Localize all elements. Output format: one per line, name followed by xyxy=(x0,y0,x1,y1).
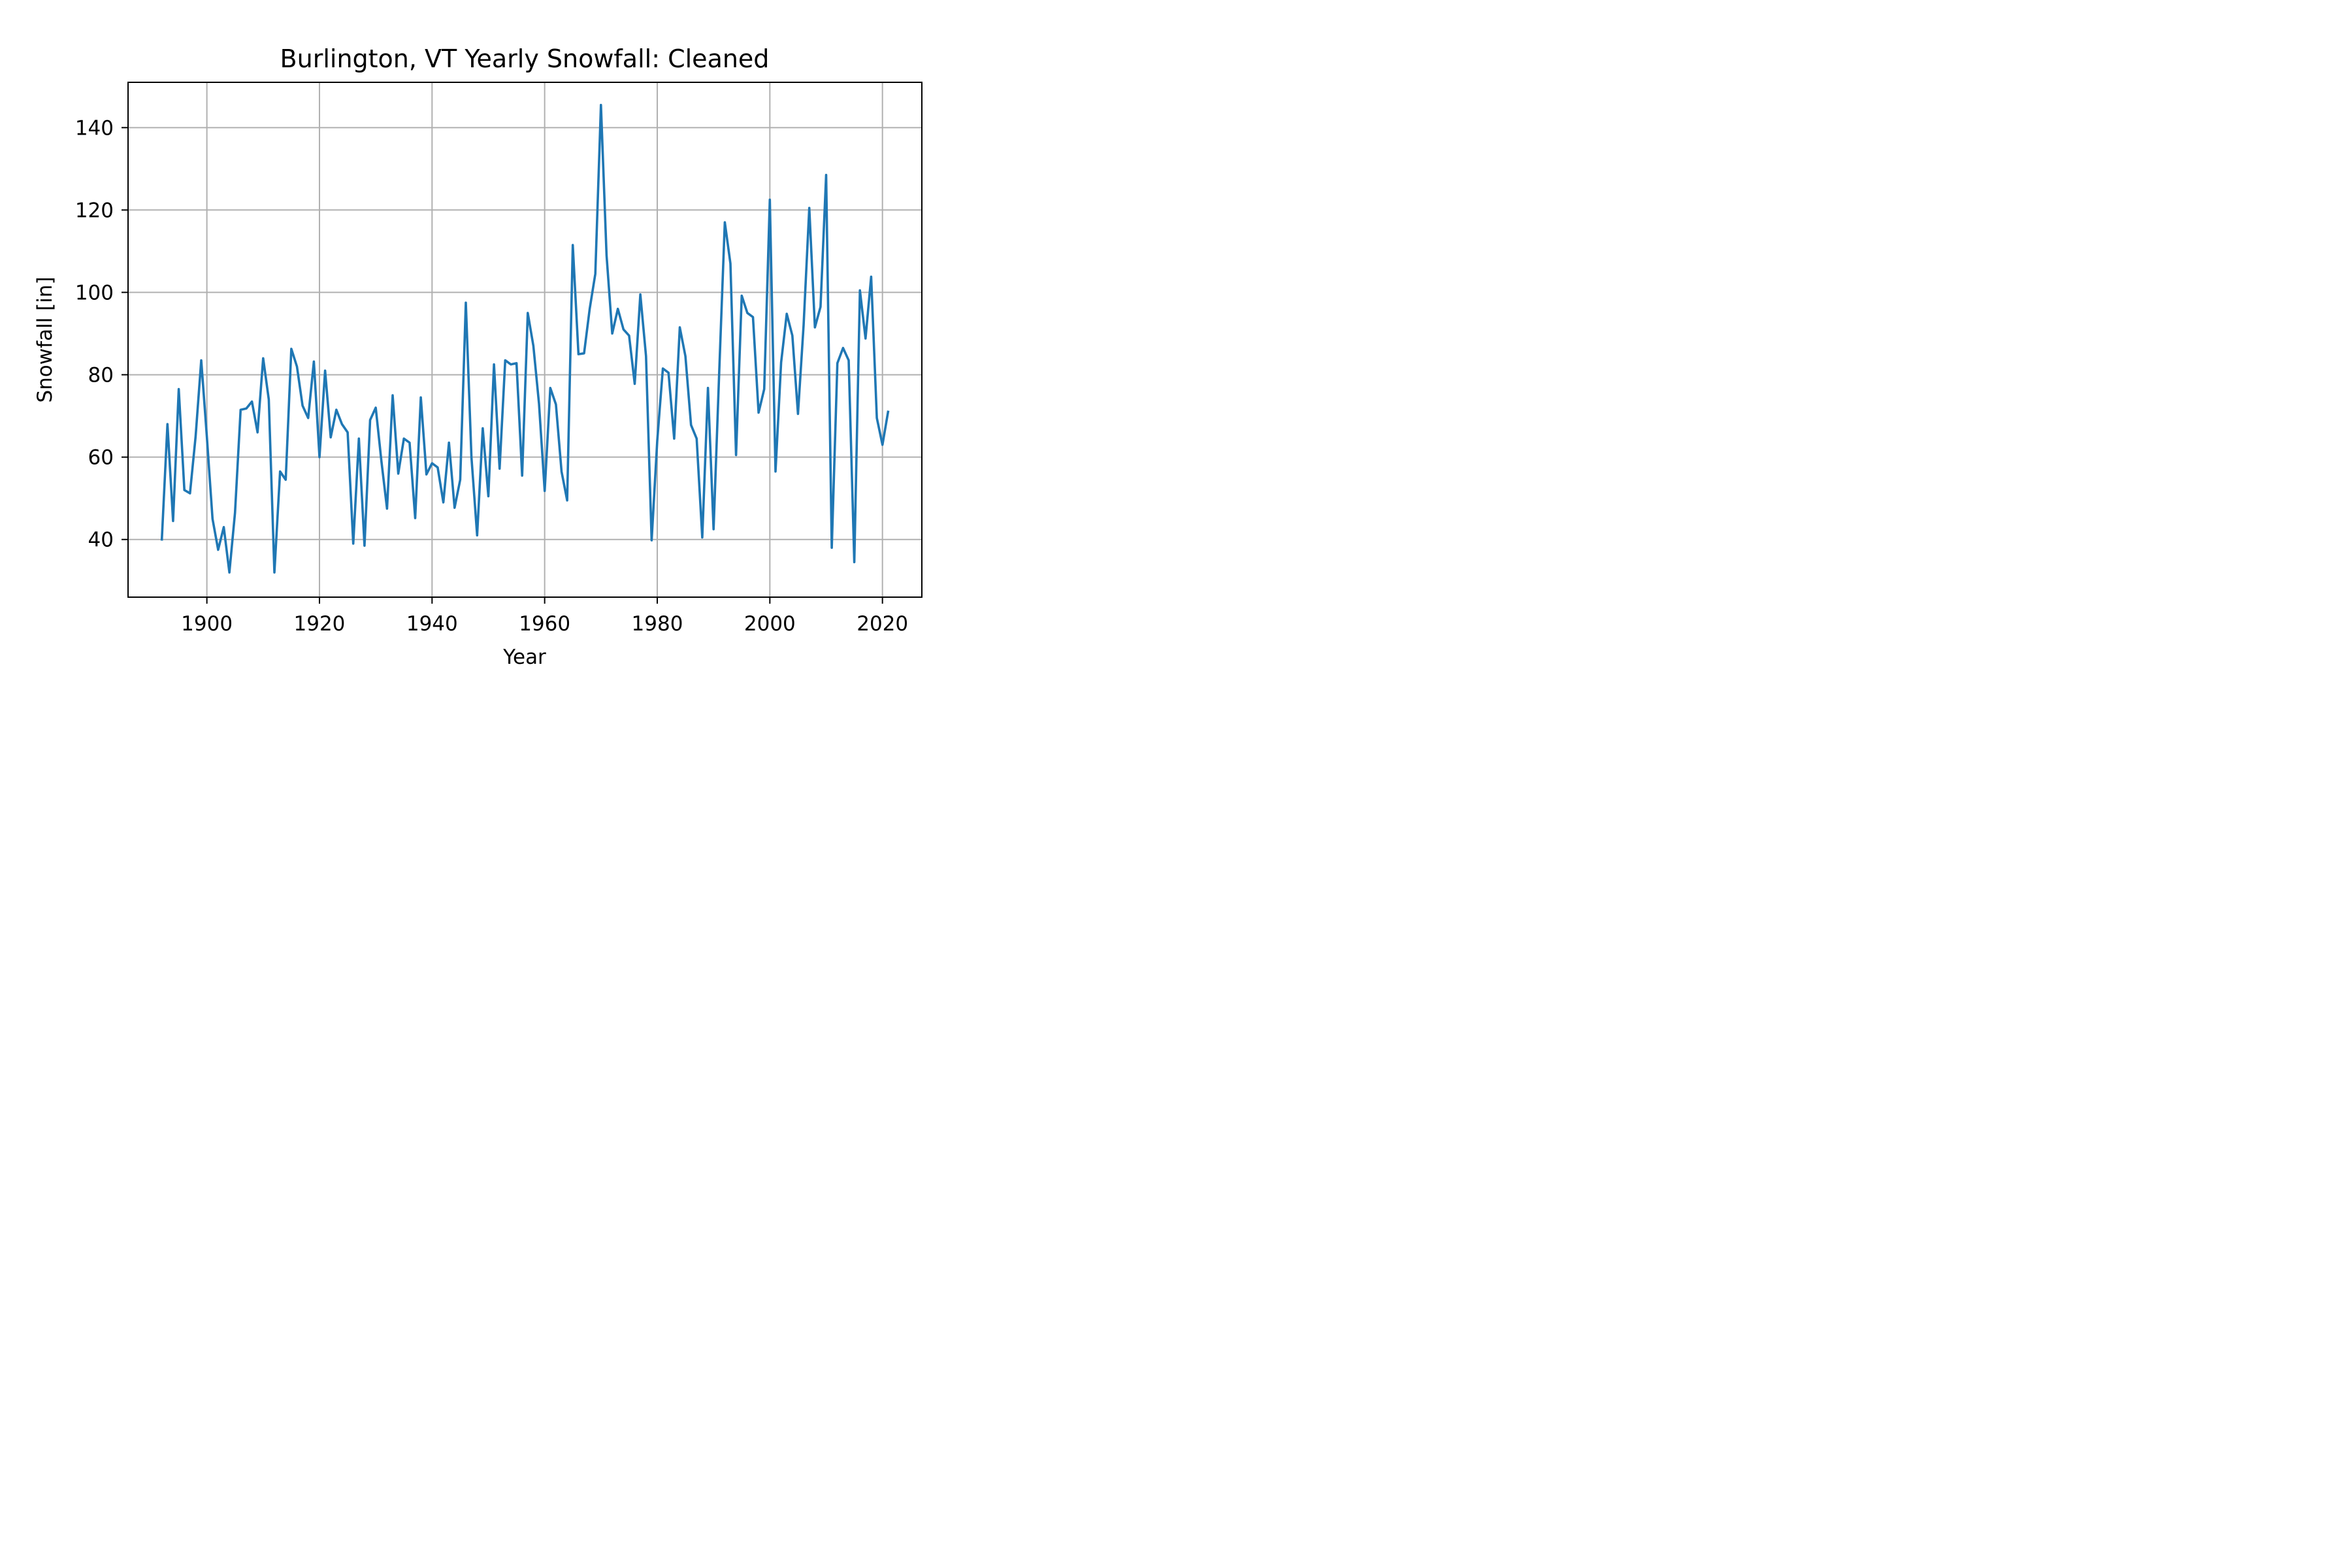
snowfall-line-chart: 1900 1920 1940 1960 1980 2000 2020 40 60 80 100 120… xyxy=(0,0,1007,672)
y-axis-label: Snowfall [in] xyxy=(33,276,57,402)
x-tick-label: 2000 xyxy=(744,612,796,636)
axis-ticks: 1900 1920 1940 1960 1980 2000 2020 40 60 80 100 120… xyxy=(75,116,908,636)
x-tick-label: 1980 xyxy=(632,612,683,636)
y-tick-label: 80 xyxy=(88,364,114,387)
y-tick-label: 100 xyxy=(75,282,114,305)
plot-frame xyxy=(127,82,923,598)
grid-lines xyxy=(128,82,922,597)
series-layer xyxy=(160,103,890,574)
snowfall-series-line xyxy=(160,103,890,574)
x-tick-label: 1900 xyxy=(181,612,233,636)
chart-title: Burlington, VT Yearly Snowfall: Cleaned xyxy=(280,44,770,73)
x-tick-label: 1960 xyxy=(519,612,570,636)
x-axis-label: Year xyxy=(502,645,546,669)
y-tick-label: 120 xyxy=(75,199,114,222)
y-tick-label: 60 xyxy=(88,446,114,470)
y-tick-label: 40 xyxy=(88,529,114,552)
figure-background xyxy=(0,0,1007,672)
y-tick-label: 140 xyxy=(75,116,114,140)
x-tick-label: 1920 xyxy=(294,612,346,636)
x-tick-label: 2020 xyxy=(857,612,908,636)
x-tick-label: 1940 xyxy=(406,612,458,636)
